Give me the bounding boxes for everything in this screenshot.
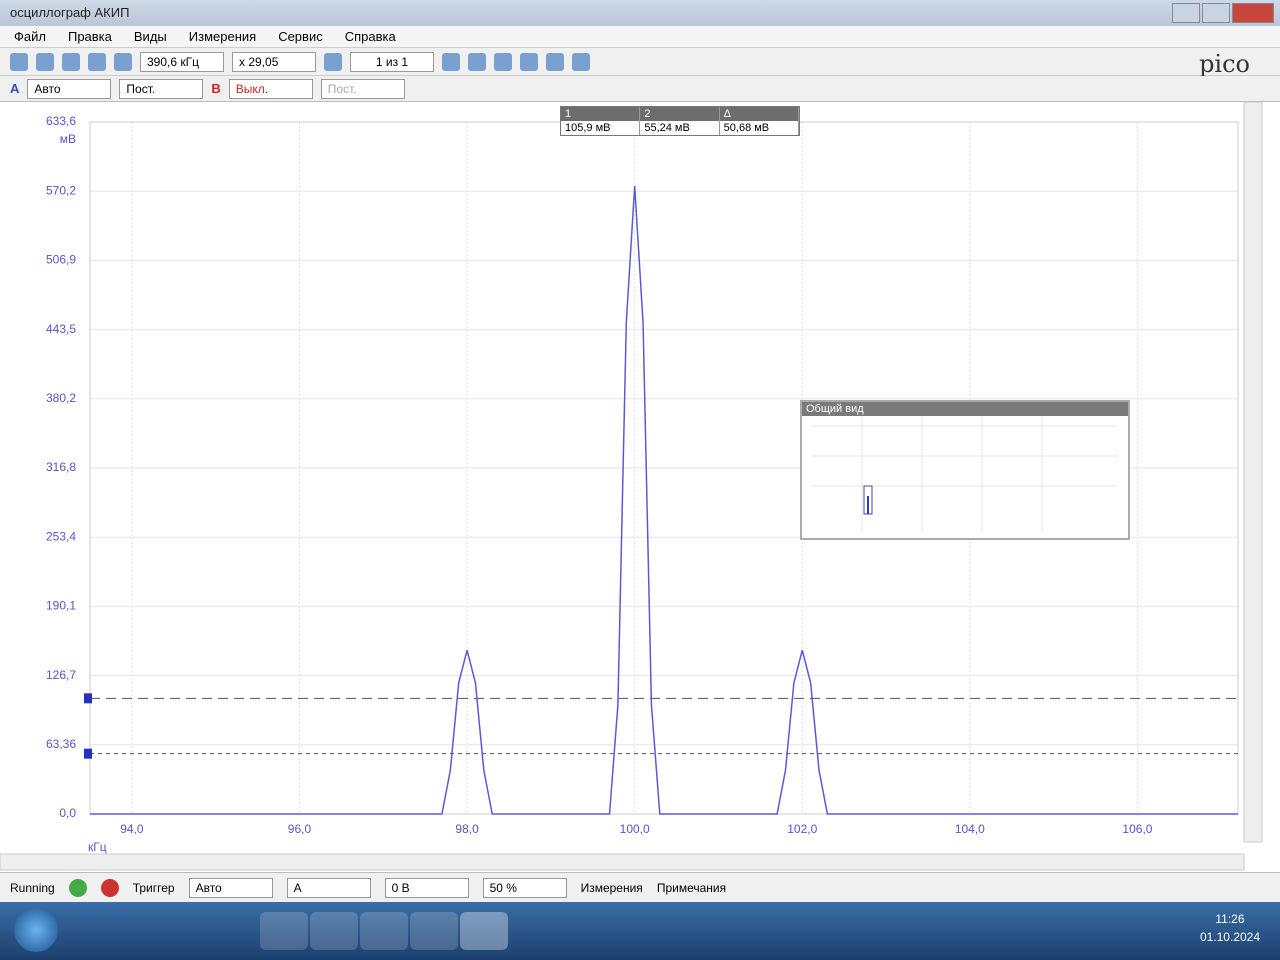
run-state: Running <box>10 880 55 895</box>
channel-a: A <box>10 81 20 96</box>
menu-bar: Файл Правка Виды Измерения Сервис Справка <box>0 26 1280 48</box>
trigger-level[interactable]: 0 В <box>384 877 469 898</box>
trigger-label: Триггер <box>132 880 175 895</box>
taskbar-app[interactable] <box>460 912 508 950</box>
taskbar-app[interactable] <box>310 912 358 950</box>
notes-button[interactable]: Примечания <box>656 880 727 895</box>
clock: 11:26 01.10.2024 <box>1200 910 1260 946</box>
trigger-mode[interactable]: Авто <box>188 877 273 898</box>
minimize[interactable] <box>1172 3 1200 23</box>
toolbar: 390,6 кГц x 29,05 1 из 1 <box>0 48 1280 76</box>
tool-icon[interactable] <box>494 52 512 71</box>
tool-icon[interactable] <box>114 52 132 71</box>
b-coupling[interactable]: Пост. <box>320 78 405 99</box>
tool-icon[interactable] <box>442 52 460 71</box>
tool-icon[interactable] <box>36 52 54 71</box>
overview-plot <box>812 416 1118 532</box>
status-bar: Running Триггер Авто A 0 В 50 % Измерени… <box>0 872 1280 902</box>
start-button[interactable] <box>68 878 87 897</box>
y-tick-label: 380,2 <box>46 391 76 405</box>
x-tick-label: 98,0 <box>455 822 479 836</box>
spectrum-trace <box>90 185 1238 815</box>
channel-b: B <box>211 81 221 96</box>
tool-icon[interactable] <box>10 52 28 71</box>
h-scrollbar[interactable] <box>0 853 1245 871</box>
logo: pico <box>1199 50 1250 78</box>
measurements-button[interactable]: Измерения <box>580 880 643 895</box>
measure-header-cell: 2 <box>640 107 720 121</box>
page-indicator: 1 из 1 <box>350 51 434 72</box>
zoom-select[interactable]: x 29,05 <box>232 51 316 72</box>
overview-grid <box>812 416 1118 532</box>
pretrigger[interactable]: 50 % <box>482 877 567 898</box>
y-tick-label: 0,0 <box>59 806 76 820</box>
x-tick-label: 102,0 <box>787 822 817 836</box>
measure-cell: 55,24 мВ <box>640 121 720 135</box>
overview-window: Общий вид <box>800 400 1130 540</box>
y-tick-label: 253,4 <box>46 529 76 543</box>
span-select[interactable]: 390,6 кГц <box>140 51 224 72</box>
y-tick-label: 633,6 <box>46 114 76 128</box>
x-tick-label: 96,0 <box>288 822 312 836</box>
taskbar-app[interactable] <box>410 912 458 950</box>
tool-icon[interactable] <box>520 52 538 71</box>
x-tick-label: 104,0 <box>955 822 985 836</box>
window-title: осциллограф АКИП <box>10 5 130 20</box>
x-tick-label: 106,0 <box>1122 822 1152 836</box>
measure-cell: 105,9 мВ <box>561 121 641 135</box>
trigger-channel[interactable]: A <box>286 877 371 898</box>
menu-item[interactable]: Правка <box>67 29 112 44</box>
close[interactable] <box>1232 3 1274 23</box>
b-range[interactable]: Выкл. <box>228 78 313 99</box>
menu-item[interactable]: Сервис <box>278 29 323 44</box>
start-orb[interactable] <box>14 908 58 952</box>
taskbar-app[interactable] <box>260 912 308 950</box>
measure-panel: 1 2 Δ 105,9 мВ 55,24 мВ 50,68 мВ <box>560 106 800 136</box>
menu-item[interactable]: Справка <box>344 29 396 44</box>
tool-icon[interactable] <box>546 52 564 71</box>
y-tick-label: 506,9 <box>46 253 76 267</box>
a-range[interactable]: Авто <box>27 78 112 99</box>
menu-item[interactable]: Виды <box>133 29 167 44</box>
maximize[interactable] <box>1202 3 1230 23</box>
measure-header-cell: 1 <box>561 107 641 121</box>
tool-icon[interactable] <box>468 52 486 71</box>
menu-item[interactable]: Файл <box>14 29 46 44</box>
taskbar <box>0 902 1280 960</box>
v-scrollbar[interactable] <box>1243 102 1263 843</box>
y-unit: мВ <box>60 132 76 146</box>
channel-bar: A Авто Пост. B Выкл. Пост. <box>0 76 1280 102</box>
x-unit: кГц <box>88 840 107 854</box>
menu-item[interactable]: Измерения <box>188 29 257 44</box>
window-buttons <box>1172 3 1274 23</box>
tool-icon[interactable] <box>62 52 80 71</box>
tool-icon[interactable] <box>88 52 106 71</box>
tool-icon[interactable] <box>324 52 342 71</box>
y-tick-label: 443,5 <box>46 322 76 336</box>
y-tick-label: 126,7 <box>46 668 76 682</box>
overview-title: Общий вид <box>802 402 1128 416</box>
title-bar: осциллограф АКИП <box>0 0 1280 26</box>
stop-button[interactable] <box>100 878 119 897</box>
x-tick-label: 100,0 <box>620 822 650 836</box>
measure-header-cell: Δ <box>720 107 799 121</box>
time: 11:26 <box>1215 912 1245 926</box>
a-coupling[interactable]: Пост. <box>119 78 204 99</box>
y-tick-label: 63,36 <box>46 737 76 751</box>
taskbar-app[interactable] <box>360 912 408 950</box>
y-tick-label: 190,1 <box>46 599 76 613</box>
measure-cell: 50,68 мВ <box>720 121 799 135</box>
x-tick-label: 94,0 <box>120 822 144 836</box>
date: 01.10.2024 <box>1199 930 1260 944</box>
y-tick-label: 570,2 <box>46 183 76 197</box>
spectrum-chart: 0,0 63,36 126,7 190,1 253,4 316,8 380,2 443,5 50… <box>0 102 1280 872</box>
measure-row: 105,9 мВ 55,24 мВ 50,68 мВ <box>561 121 799 135</box>
ruler-handle <box>84 748 92 759</box>
ruler-handle <box>84 693 92 704</box>
tool-icon[interactable] <box>572 52 590 71</box>
y-tick-label: 316,8 <box>46 460 76 474</box>
